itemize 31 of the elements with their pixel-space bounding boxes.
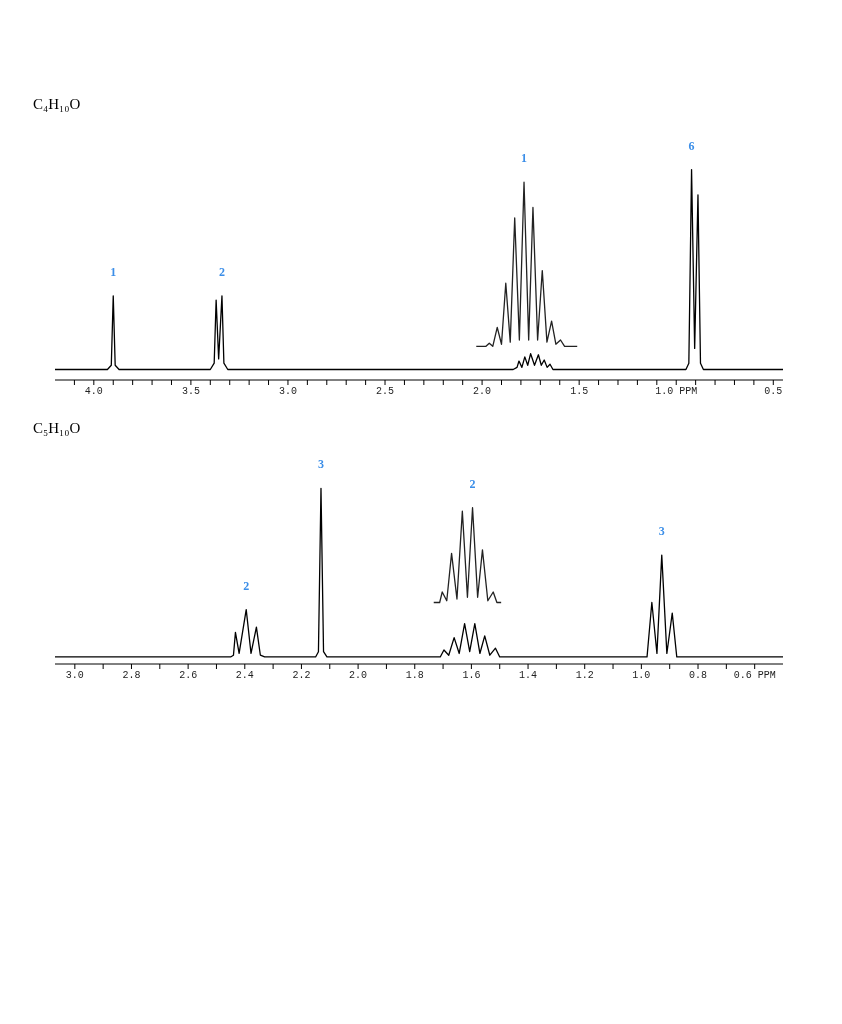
annotation: 6	[688, 138, 695, 153]
x-tick-label: 1.8	[405, 670, 424, 682]
x-tick-label: 2.4	[235, 670, 254, 682]
x-tick-label: 2.2	[292, 670, 311, 682]
x-tick-label: 1.0 PPM	[655, 386, 698, 398]
x-tick-label: 2.0	[473, 386, 492, 398]
x-tick-label: 4.0	[84, 386, 103, 398]
x-tick-label: 3.0	[65, 670, 84, 682]
x-tick-label: 1.5	[570, 386, 589, 398]
annotation: 3	[317, 457, 324, 472]
x-tick-label: 2.5	[376, 386, 395, 398]
annotation: 2	[218, 264, 225, 279]
chart-title: C₄H₁₀O	[33, 96, 82, 114]
x-tick-label: 1.4	[519, 670, 538, 682]
x-tick-label: 1.2	[575, 670, 594, 682]
x-tick-label: 1.0	[632, 670, 651, 682]
x-tick-label: 2.8	[122, 670, 141, 682]
x-tick-label: 0.8	[689, 670, 708, 682]
x-tick-label: 0.6 PPM	[733, 670, 776, 682]
annotation: 3	[658, 524, 665, 539]
x-tick-label: 0.5	[764, 386, 783, 398]
x-tick-label: 2.0	[349, 670, 368, 682]
x-tick-label: 3.0	[278, 386, 297, 398]
annotation: 1	[110, 264, 117, 279]
x-tick-label: 3.5	[181, 386, 200, 398]
annotation: 2	[243, 578, 250, 593]
chart-title: C₅H₁₀O	[33, 420, 82, 438]
x-tick-label: 2.6	[179, 670, 198, 682]
annotation: 1	[521, 151, 528, 166]
x-tick-label: 1.6	[462, 670, 481, 682]
annotation: 2	[469, 476, 476, 491]
